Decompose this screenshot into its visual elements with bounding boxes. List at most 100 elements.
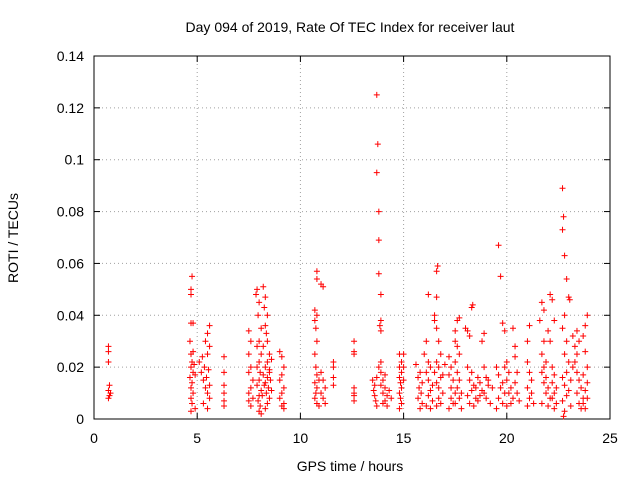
data-point [528,377,535,384]
data-point [512,343,519,350]
data-point [547,338,554,345]
data-point [559,226,566,233]
data-point [107,390,114,397]
data-point [561,312,568,319]
data-point [551,405,558,412]
data-point [206,343,213,350]
data-point [373,403,380,410]
data-point [262,294,269,301]
data-point [375,364,382,371]
data-point [476,392,483,399]
data-point [190,390,197,397]
data-point [423,403,430,410]
data-point [584,379,591,386]
data-point [466,333,473,340]
data-point [419,379,426,386]
data-point [429,382,436,389]
data-point [441,361,448,368]
data-point [466,400,473,407]
data-point [580,400,587,407]
data-point [545,403,552,410]
data-point [312,364,319,371]
data-point [580,333,587,340]
y-tick-label: 0.04 [57,307,84,323]
data-point [495,395,502,402]
data-point [573,369,580,376]
data-point [526,369,533,376]
data-point [551,317,558,324]
data-point [398,369,405,376]
data-point [204,330,211,337]
data-point [247,403,254,410]
data-point [423,369,430,376]
x-axis-label: GPS time / hours [297,458,404,474]
x-tick-label: 25 [602,430,618,446]
data-point [382,384,389,391]
data-point [311,307,318,314]
data-point [262,364,269,371]
data-point [313,338,320,345]
data-point [514,390,521,397]
data-point [433,325,440,332]
data-point [221,397,228,404]
data-point [254,364,261,371]
data-point [373,169,380,176]
data-point [188,384,195,391]
plot-frame [93,55,611,420]
data-point [312,390,319,397]
data-point [266,366,273,373]
data-point [258,387,265,394]
data-point [468,369,475,376]
data-point [545,384,552,391]
data-point [206,395,213,402]
data-point [254,343,261,350]
data-point [538,400,545,407]
data-point [563,338,570,345]
data-point [377,369,384,376]
data-point [446,353,453,360]
data-point [276,348,283,355]
data-point [435,364,442,371]
data-point [437,400,444,407]
data-point [573,390,580,397]
data-point [311,317,318,324]
data-point [565,387,572,394]
data-point [559,397,566,404]
y-tick-label: 0.08 [57,204,84,220]
data-point [188,320,195,327]
data-point [418,390,425,397]
data-point [416,384,423,391]
data-point [311,395,318,402]
data-point [530,400,537,407]
data-point [377,317,384,324]
data-point [505,390,512,397]
data-point [278,390,285,397]
data-point [538,351,545,358]
data-point [543,374,550,381]
data-point [456,395,463,402]
data-point [318,390,325,397]
data-point [485,377,492,384]
data-point [431,369,438,376]
data-point [221,369,228,376]
data-point [433,403,440,410]
data-point [221,403,228,410]
data-point [571,343,578,350]
data-point [315,403,322,410]
data-point [257,403,264,410]
data-point [559,374,566,381]
data-point [584,364,591,371]
data-point [412,361,419,368]
data-point [495,242,502,249]
data-point [524,384,531,391]
data-point [188,291,195,298]
data-point [400,364,407,371]
data-point [247,384,254,391]
data-point [206,322,213,329]
data-point [264,374,271,381]
data-point [543,390,550,397]
data-point [481,390,488,397]
data-point [200,377,207,384]
data-point [247,338,254,345]
